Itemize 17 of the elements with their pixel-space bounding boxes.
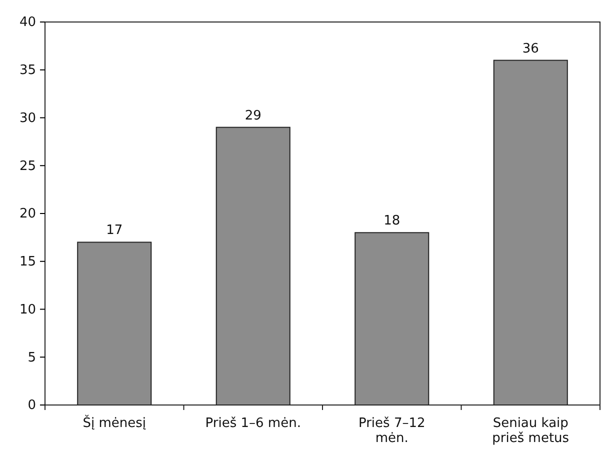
y-tick-label: 40 — [19, 15, 36, 30]
x-tick-label: Prieš 7–12 mėn. — [358, 416, 426, 446]
y-tick-label: 30 — [19, 110, 36, 126]
data-label: 36 — [522, 41, 539, 56]
y-tick-label: 5 — [28, 350, 36, 366]
data-label: 18 — [384, 214, 400, 229]
y-tick-label: 20 — [19, 206, 36, 222]
data-label: 29 — [244, 108, 262, 124]
x-tick-label: Šį mėnesį — [82, 414, 146, 431]
data-label: 17 — [106, 223, 123, 238]
y-tick-label: 25 — [19, 158, 36, 174]
y-tick-label: 15 — [19, 254, 36, 270]
y-tick-label: 10 — [19, 302, 36, 318]
y-tick-label: 35 — [19, 63, 36, 78]
x-tick-label: Prieš 1–6 mėn. — [205, 416, 301, 431]
y-tick-label: 0 — [28, 398, 36, 414]
x-tick-label: Seniau kaip prieš metus — [492, 416, 570, 446]
